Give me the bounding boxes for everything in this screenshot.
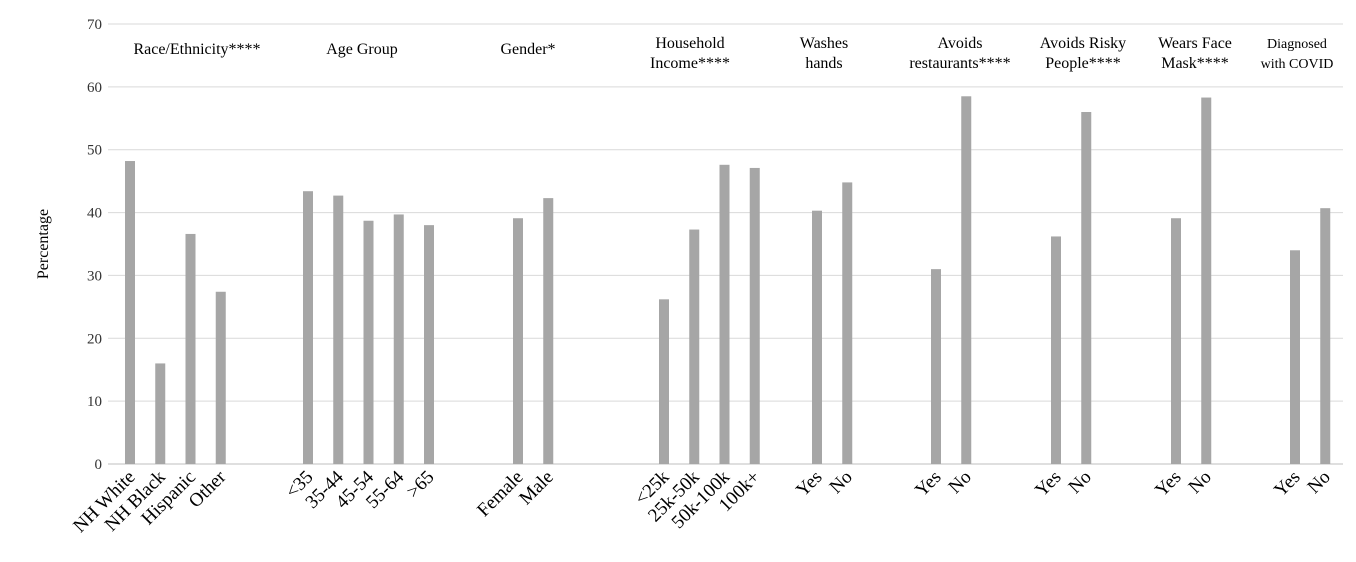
category-label: No bbox=[1185, 467, 1216, 498]
bar bbox=[303, 191, 313, 464]
bar bbox=[1171, 218, 1181, 464]
y-tick-label: 70 bbox=[87, 17, 102, 33]
bar bbox=[749, 167, 760, 464]
bar bbox=[363, 220, 374, 464]
group-label: Diagnosed with COVID bbox=[1261, 37, 1334, 72]
category-label: No bbox=[945, 467, 976, 498]
bar bbox=[961, 96, 972, 465]
bar bbox=[155, 363, 166, 464]
bar bbox=[1201, 97, 1212, 465]
category-label: Male bbox=[515, 467, 557, 509]
group-labels: Race/Ethnicity**** Age Group Gender* Househ… bbox=[133, 35, 1333, 72]
category-label: No bbox=[1304, 467, 1335, 498]
bar bbox=[931, 269, 941, 464]
group-label: Wears Face Mask**** bbox=[1158, 35, 1232, 72]
bar bbox=[333, 195, 344, 464]
y-tick-label: 60 bbox=[87, 80, 102, 96]
bars bbox=[125, 96, 1331, 465]
y-tick-label: 20 bbox=[87, 331, 102, 347]
y-tick-label: 50 bbox=[87, 143, 102, 159]
bar bbox=[185, 233, 196, 464]
category-label: Yes bbox=[911, 467, 945, 501]
category-label: Yes bbox=[1151, 467, 1185, 501]
y-tick-label: 10 bbox=[87, 394, 102, 410]
group-label: Race/Ethnicity**** bbox=[133, 41, 260, 58]
bar bbox=[513, 218, 523, 464]
bar bbox=[842, 182, 853, 464]
bar bbox=[689, 229, 700, 464]
bar bbox=[1081, 112, 1092, 464]
bar bbox=[1051, 236, 1061, 464]
group-label: Avoids restaurants**** bbox=[909, 35, 1010, 72]
bar bbox=[812, 210, 822, 464]
category-label: Other bbox=[185, 466, 231, 512]
bar bbox=[1320, 208, 1331, 464]
bar bbox=[719, 164, 730, 465]
group-label: Household Income**** bbox=[650, 35, 730, 72]
y-tick-labels: 0 10 20 30 40 50 60 70 bbox=[87, 17, 102, 473]
bar bbox=[424, 225, 434, 464]
bar bbox=[393, 214, 404, 464]
category-label: Yes bbox=[1270, 467, 1304, 501]
category-label: No bbox=[826, 467, 857, 498]
bar bbox=[543, 198, 554, 464]
category-label: Yes bbox=[792, 467, 826, 501]
bar bbox=[659, 299, 669, 464]
y-tick-label: 0 bbox=[95, 457, 103, 473]
bar bbox=[1290, 250, 1300, 464]
y-tick-label: 30 bbox=[87, 268, 102, 284]
bar bbox=[125, 161, 135, 464]
group-label: Avoids Risky People**** bbox=[1040, 35, 1126, 72]
group-label: Age Group bbox=[326, 41, 398, 58]
group-label: Gender* bbox=[500, 41, 555, 58]
group-label: Washes hands bbox=[800, 35, 848, 72]
y-tick-label: 40 bbox=[87, 206, 102, 222]
y-axis-title: Percentage bbox=[35, 209, 52, 279]
category-label: Yes bbox=[1031, 467, 1065, 501]
category-label: No bbox=[1065, 467, 1096, 498]
category-label: >65 bbox=[403, 467, 439, 503]
bar bbox=[215, 291, 226, 464]
